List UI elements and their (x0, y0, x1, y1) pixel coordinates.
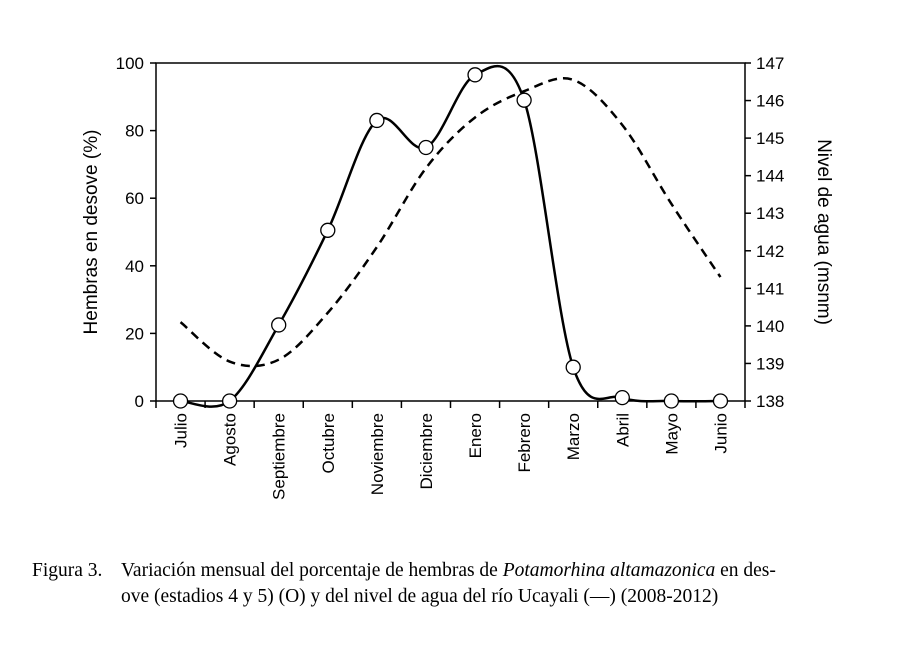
spawning-line (180, 65, 721, 408)
right-tick-label: 138 (756, 392, 784, 411)
spawning-point (565, 359, 581, 375)
spawning-point (172, 393, 189, 409)
right-y-axis: 138 139 140 141 142 143 144 145 146 147 (745, 54, 784, 411)
left-tick-label: 60 (125, 189, 144, 208)
x-tick-label: Abril (613, 413, 632, 447)
left-tick-label: 0 (135, 392, 144, 411)
x-tick-label: Enero (466, 413, 485, 458)
spawning-point (369, 112, 385, 129)
caption-species: Potamorhina altamazonica (502, 560, 716, 581)
x-tick-label: Octubre (319, 413, 338, 473)
x-tick-label: Julio (172, 413, 191, 448)
spawning-point (320, 222, 336, 238)
right-tick-label: 140 (756, 317, 784, 336)
spawning-point (614, 389, 630, 406)
x-tick-label: Febrero (515, 413, 534, 473)
caption-label: Figura 3. (32, 560, 103, 581)
spawning-series (172, 65, 729, 409)
right-y-axis-title: Nivel de agua (msnm) (813, 139, 834, 325)
water-level-line (179, 77, 722, 368)
caption-text-after: en des- (715, 560, 776, 581)
caption-text-before: Variación mensual del porcentaje de hemb… (121, 560, 503, 581)
chart: 0 20 40 60 80 100 138 139 140 141 142 143 144 145 146… (81, 54, 834, 500)
x-tick-label: Agosto (221, 413, 240, 466)
caption-line-1: Figura 3. Variación mensual del porcentaj… (32, 558, 902, 584)
spawning-point (663, 393, 680, 409)
spawning-point (516, 92, 532, 108)
spawning-point (712, 393, 729, 409)
left-y-axis: 0 20 40 60 80 100 (116, 54, 156, 411)
left-tick-label: 80 (125, 122, 144, 141)
x-tick-label: Mayo (662, 413, 681, 455)
right-tick-label: 141 (756, 279, 784, 298)
water-level-series (179, 77, 722, 368)
x-tick-label: Marzo (564, 413, 583, 460)
right-tick-label: 139 (756, 354, 784, 373)
right-tick-label: 142 (756, 242, 784, 261)
figure-caption: Figura 3. Variación mensual del porcentaj… (32, 558, 902, 610)
left-tick-label: 100 (116, 54, 144, 73)
right-tick-label: 147 (756, 54, 784, 73)
left-tick-label: 40 (125, 257, 144, 276)
spawning-point (271, 317, 287, 333)
right-tick-label: 146 (756, 92, 784, 111)
x-tick-label: Septiembre (270, 413, 289, 500)
right-tick-label: 143 (756, 204, 784, 223)
x-tick-label: Diciembre (417, 413, 436, 490)
spawning-point (418, 139, 434, 156)
left-y-axis-title: Hembras en desove (%) (81, 130, 102, 335)
x-tick-label: Noviembre (368, 413, 387, 495)
spawning-point (467, 67, 483, 83)
spawning-point (221, 393, 238, 409)
right-tick-label: 144 (756, 167, 784, 186)
x-tick-label: Junio (711, 413, 730, 454)
left-tick-label: 20 (125, 324, 144, 343)
x-axis: Julio Agosto Septiembre Octubre Noviembre Dic… (155, 401, 746, 500)
caption-line-2: ove (estadios 4 y 5) (O) y del nivel de … (121, 586, 719, 607)
right-tick-label: 145 (756, 129, 784, 148)
